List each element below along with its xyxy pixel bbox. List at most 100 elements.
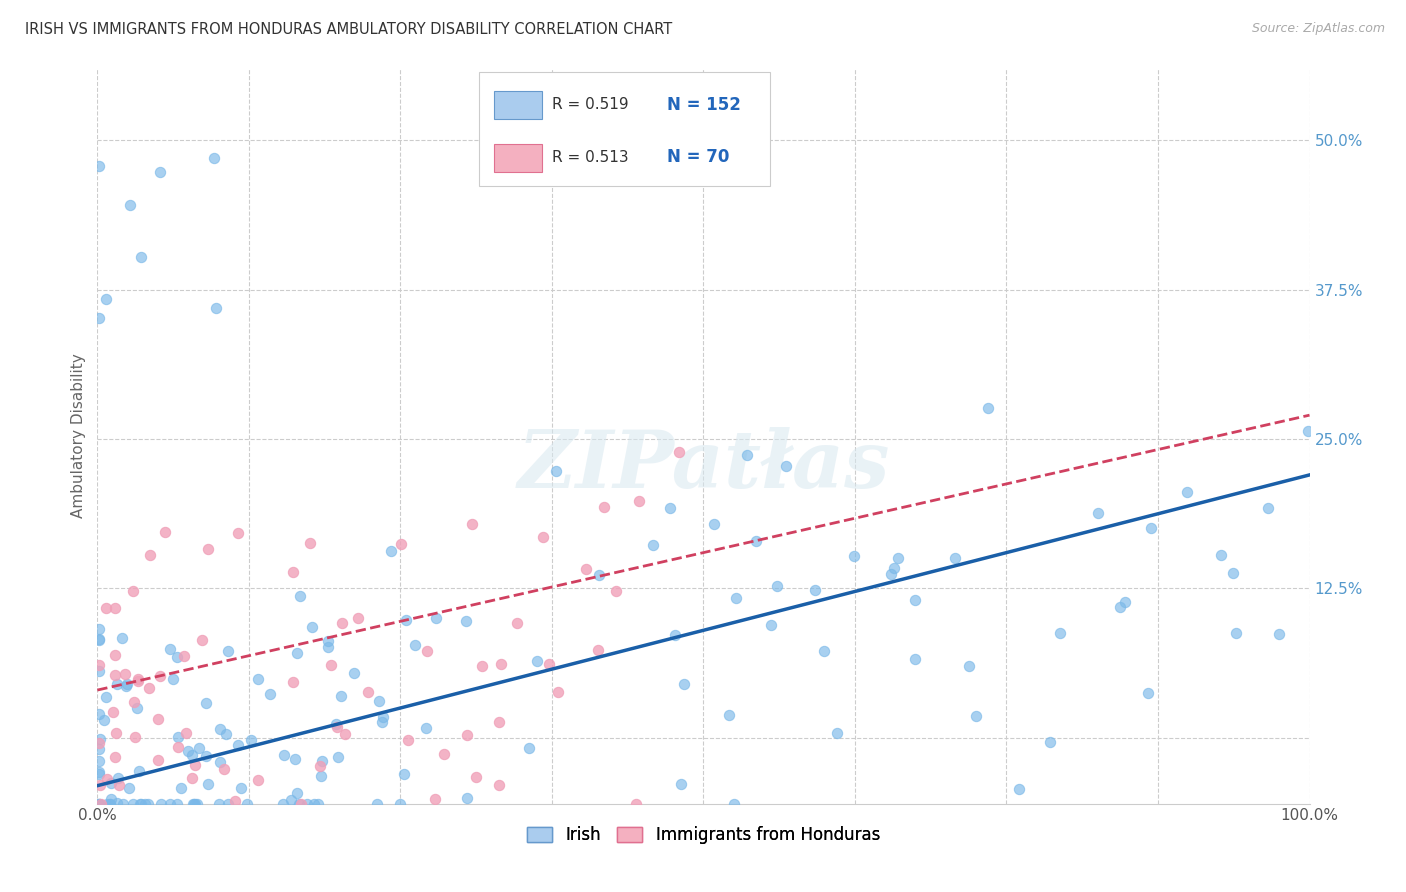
Y-axis label: Ambulatory Disability: Ambulatory Disability bbox=[72, 354, 86, 518]
Point bbox=[388, 797, 411, 811]
Point bbox=[761, 618, 783, 632]
Point bbox=[380, 544, 402, 558]
Point bbox=[415, 643, 437, 657]
Point bbox=[506, 615, 529, 630]
Point bbox=[87, 797, 110, 811]
Point bbox=[87, 707, 110, 722]
Point bbox=[155, 524, 177, 539]
Point bbox=[273, 747, 295, 762]
Point bbox=[717, 707, 740, 722]
Point bbox=[471, 659, 494, 673]
Point bbox=[138, 549, 160, 563]
Point bbox=[366, 797, 388, 811]
Point bbox=[190, 633, 212, 648]
Text: Source: ZipAtlas.com: Source: ZipAtlas.com bbox=[1251, 22, 1385, 36]
Text: N = 152: N = 152 bbox=[666, 95, 741, 113]
Point bbox=[1222, 566, 1244, 580]
Point bbox=[904, 652, 927, 666]
Point bbox=[226, 525, 249, 540]
Point bbox=[1049, 626, 1071, 640]
FancyBboxPatch shape bbox=[494, 145, 543, 172]
Point bbox=[1137, 686, 1160, 700]
Point bbox=[1298, 424, 1320, 438]
Point bbox=[673, 677, 696, 691]
Point bbox=[96, 772, 118, 786]
Point bbox=[87, 797, 110, 811]
Point bbox=[301, 620, 323, 634]
Point bbox=[628, 494, 651, 508]
Point bbox=[240, 732, 263, 747]
Point bbox=[107, 771, 129, 785]
Point bbox=[166, 797, 188, 811]
Point bbox=[356, 684, 378, 698]
Point bbox=[538, 657, 561, 672]
Point bbox=[98, 797, 121, 811]
Point bbox=[425, 611, 447, 625]
Text: ZIPatłas: ZIPatłas bbox=[517, 426, 890, 504]
Point bbox=[1087, 506, 1109, 520]
Point bbox=[280, 793, 302, 807]
Point bbox=[150, 797, 173, 811]
Point bbox=[134, 797, 156, 811]
Point bbox=[1225, 626, 1247, 640]
Point bbox=[204, 151, 226, 165]
Point bbox=[517, 740, 540, 755]
FancyBboxPatch shape bbox=[479, 72, 770, 186]
Point bbox=[94, 601, 117, 615]
Point bbox=[87, 632, 110, 646]
Point bbox=[456, 614, 478, 628]
Point bbox=[122, 584, 145, 599]
Point bbox=[104, 648, 127, 662]
Point bbox=[1257, 501, 1279, 516]
Point bbox=[112, 797, 135, 811]
FancyBboxPatch shape bbox=[494, 91, 543, 120]
Point bbox=[89, 778, 111, 792]
Point bbox=[174, 725, 197, 739]
Point bbox=[703, 516, 725, 531]
Point bbox=[456, 727, 478, 741]
Point bbox=[129, 797, 152, 811]
Point bbox=[217, 797, 239, 811]
Point bbox=[287, 797, 309, 811]
Point bbox=[122, 695, 145, 709]
Point bbox=[526, 654, 548, 668]
Point bbox=[122, 797, 145, 811]
Point bbox=[259, 687, 281, 701]
Point bbox=[89, 623, 111, 637]
Point bbox=[1008, 781, 1031, 796]
Point bbox=[883, 561, 905, 575]
Point bbox=[465, 770, 488, 784]
Point bbox=[1039, 735, 1062, 749]
Point bbox=[90, 797, 112, 811]
Point bbox=[212, 763, 235, 777]
Point bbox=[489, 657, 512, 672]
Point bbox=[215, 727, 238, 741]
Point bbox=[880, 567, 903, 582]
Point bbox=[186, 797, 208, 811]
Point bbox=[149, 669, 172, 683]
Point bbox=[89, 311, 111, 326]
Point bbox=[271, 797, 294, 811]
Point bbox=[195, 697, 218, 711]
Text: R = 0.519: R = 0.519 bbox=[553, 97, 628, 112]
Point bbox=[368, 694, 391, 708]
Point bbox=[125, 700, 148, 714]
Point bbox=[588, 568, 610, 582]
Point bbox=[129, 250, 152, 264]
Point bbox=[281, 675, 304, 690]
Point bbox=[127, 673, 149, 688]
Point bbox=[415, 721, 437, 735]
Point bbox=[904, 593, 927, 607]
Point bbox=[197, 777, 219, 791]
Point bbox=[100, 792, 122, 806]
Point bbox=[592, 500, 614, 515]
Point bbox=[170, 780, 193, 795]
Legend: Irish, Immigrants from Honduras: Irish, Immigrants from Honduras bbox=[520, 819, 887, 850]
Point bbox=[288, 590, 311, 604]
Point bbox=[827, 726, 849, 740]
Point bbox=[965, 709, 987, 723]
Point bbox=[114, 679, 136, 693]
Point bbox=[118, 198, 141, 212]
Point bbox=[183, 797, 205, 811]
Point bbox=[299, 535, 322, 549]
